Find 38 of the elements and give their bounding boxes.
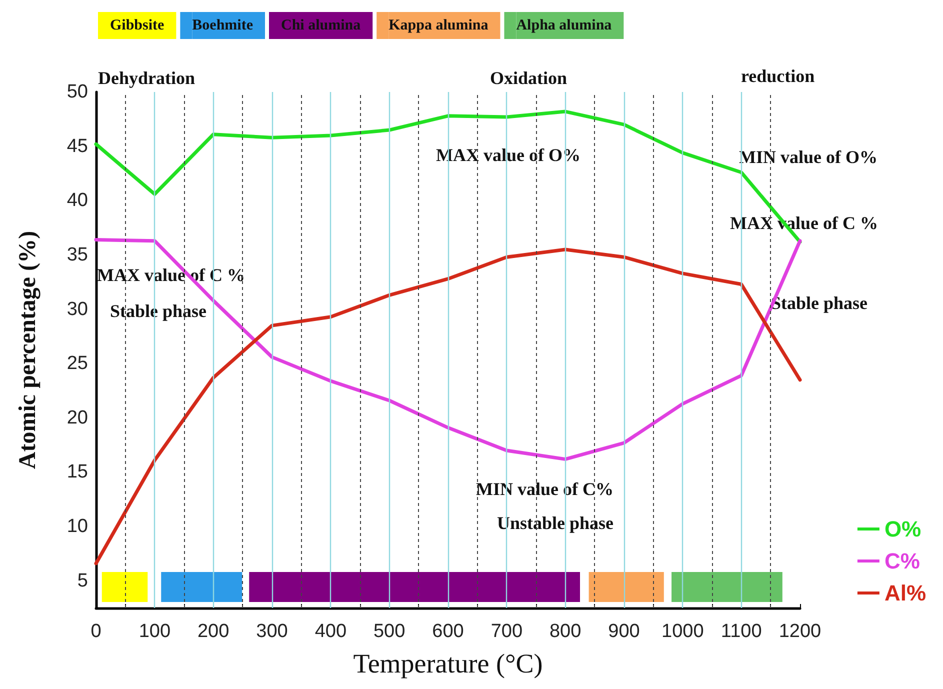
y-tick-label: 15	[66, 462, 88, 483]
y-axis-title: Atomic percentage (%)	[15, 230, 41, 470]
x-tick-label: 200	[197, 621, 230, 642]
annotation: Stable phase	[110, 301, 207, 321]
x-tick-label: 500	[373, 621, 406, 642]
legend-label: Al%	[884, 580, 926, 606]
text: reduction	[741, 66, 815, 86]
x-tick-label: 100	[138, 621, 171, 642]
x-tick-label: 700	[490, 621, 523, 642]
legend-label: Boehmite	[192, 18, 254, 34]
text: Dehydration	[98, 68, 196, 88]
legend-label: Kappa alumina	[388, 18, 489, 34]
y-tick-label: 25	[66, 353, 88, 374]
x-tick-label: 900	[608, 621, 640, 642]
y-tick-label: 20	[66, 407, 88, 428]
y-tick-label: 45	[66, 136, 88, 157]
x-tick-label: 800	[549, 621, 582, 642]
text: Oxidation	[490, 68, 568, 88]
legend-label: C%	[884, 548, 920, 574]
x-tick-label: 1100	[720, 621, 762, 642]
legend-label: Gibbsite	[110, 18, 165, 34]
legend-label: Chi alumina	[281, 18, 362, 34]
y-tick-label: 5	[77, 570, 88, 592]
x-axis-title: Temperature (°C)	[353, 648, 543, 678]
y-tick-label: 50	[66, 82, 88, 102]
x-tick-label: 400	[314, 621, 347, 642]
y-tick-label: 35	[66, 244, 88, 266]
x-tick-label: 1000	[662, 621, 704, 642]
x-tick-label: 0	[90, 621, 102, 642]
y-tick-label: 40	[66, 190, 88, 212]
x-tick-label: 300	[256, 621, 288, 642]
legend-label: Alpha alumina	[516, 18, 612, 34]
y-tick-label: 10	[66, 516, 88, 538]
x-tick-label: 600	[432, 621, 464, 642]
legend-label: O%	[884, 516, 922, 542]
annotation: Unstable phase	[497, 513, 614, 533]
y-tick-label: 30	[66, 298, 88, 320]
x-tick-label: 1200	[778, 621, 822, 642]
